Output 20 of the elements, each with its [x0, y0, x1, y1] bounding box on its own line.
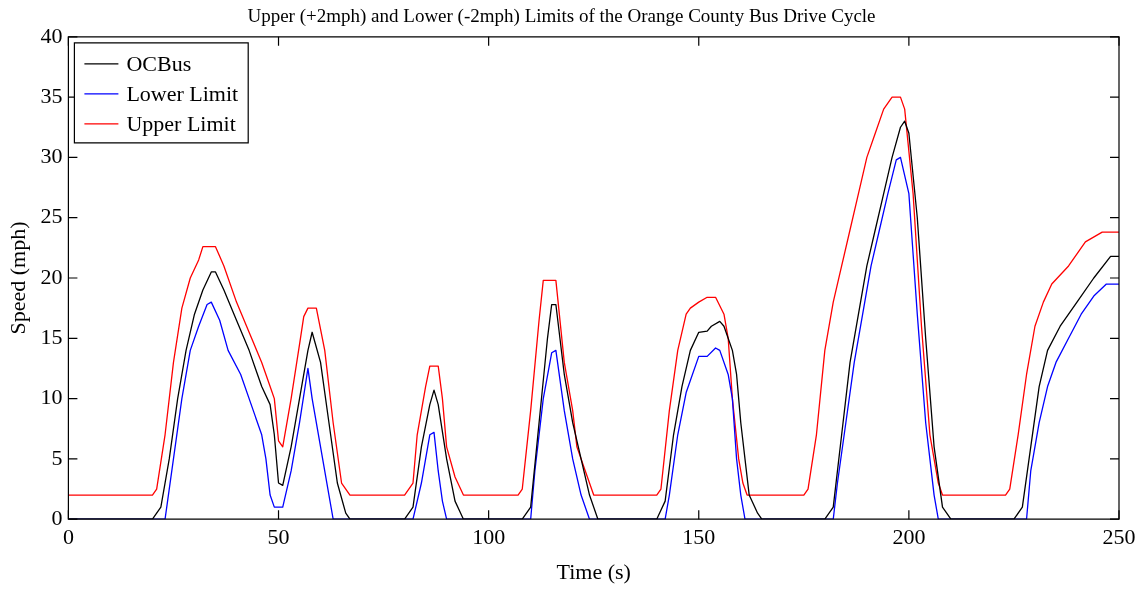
y-tick-label: 30: [40, 143, 63, 169]
y-tick-label: 15: [40, 324, 63, 350]
x-axis-title: Time (s): [556, 558, 631, 584]
y-tick-label: 10: [40, 384, 63, 410]
legend-label: OCBus: [126, 50, 192, 76]
y-tick-label: 20: [40, 263, 63, 289]
x-tick-label: 250: [1102, 524, 1136, 550]
chart-title: Upper (+2mph) and Lower (-2mph) Limits of the Orange County Bus Drive Cycle: [247, 5, 876, 28]
x-tick-label: 100: [472, 524, 506, 550]
x-tick-label: 50: [267, 524, 290, 550]
y-tick-label: 0: [51, 504, 63, 530]
y-axis-title: Speed (mph): [4, 221, 30, 335]
y-tick-label: 25: [40, 203, 63, 229]
legend-label: Upper Limit: [126, 110, 236, 136]
x-tick-label: 200: [892, 524, 926, 550]
y-tick-label: 35: [40, 82, 63, 108]
y-tick-label: 40: [40, 22, 63, 48]
legend-label: Lower Limit: [126, 80, 239, 106]
y-tick-label: 5: [51, 444, 63, 470]
x-tick-label: 150: [682, 524, 716, 550]
